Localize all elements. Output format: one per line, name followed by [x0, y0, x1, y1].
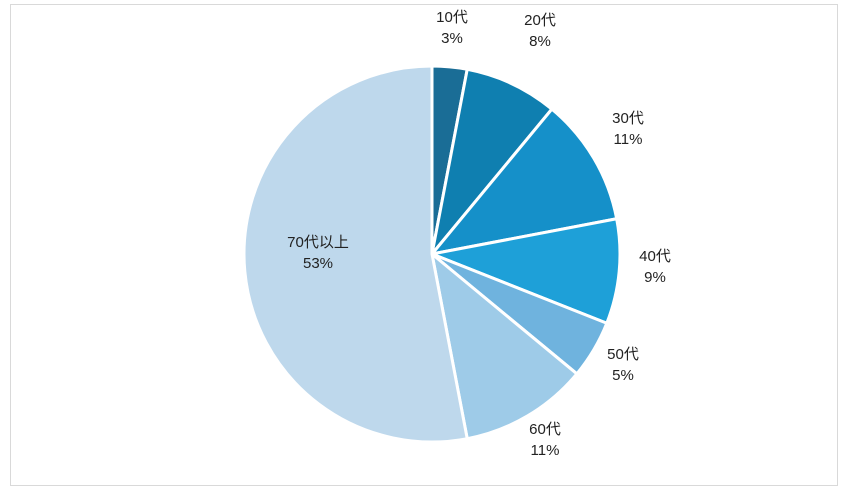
pie-slice-7 [242, 64, 469, 444]
slice-value-label-2: 8% [529, 33, 551, 50]
pie-slice-2 [430, 67, 554, 256]
slice-value-label-5: 5% [612, 367, 634, 384]
pie-slice-4 [430, 217, 622, 325]
pie-slices [242, 64, 622, 444]
pie-labels: 10代 3% 20代 8% 30代 11% 40代 9% 50代 5% 60代 11% 70代以上 53% [287, 9, 671, 459]
slice-value-label-7: 53% [303, 255, 333, 272]
slice-label-3: 30代 [612, 110, 644, 127]
slice-value-label-3: 11% [614, 131, 643, 148]
slice-label-7: 70代以上 [287, 234, 349, 251]
slice-label-4: 40代 [639, 248, 671, 265]
pie-slice-3 [430, 107, 619, 256]
slice-label-5: 50代 [607, 346, 639, 363]
slice-label-1: 10代 [436, 9, 468, 26]
slice-value-label-6: 11% [531, 442, 560, 459]
pie-slice-6 [430, 252, 579, 441]
slice-label-2: 20代 [524, 12, 556, 29]
slice-label-6: 60代 [529, 421, 561, 438]
slice-value-label-1: 3% [441, 30, 463, 47]
slice-value-label-4: 9% [644, 269, 666, 286]
